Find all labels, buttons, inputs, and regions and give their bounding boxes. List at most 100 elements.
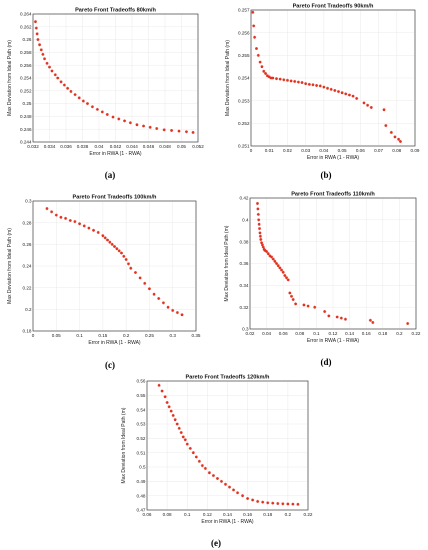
data-point xyxy=(38,43,42,47)
x-tick-label: 0.08 xyxy=(163,512,172,517)
data-point xyxy=(122,254,126,258)
x-tick-label: 0.04 xyxy=(95,144,104,149)
data-point xyxy=(113,245,116,248)
data-point xyxy=(351,94,355,98)
data-point xyxy=(254,47,258,51)
data-point xyxy=(389,130,393,134)
data-point xyxy=(45,61,49,65)
data-point xyxy=(289,79,293,83)
data-point xyxy=(126,262,130,266)
data-point xyxy=(262,69,266,73)
data-point xyxy=(290,294,293,298)
x-tick-label: 0.14 xyxy=(223,512,232,517)
data-point xyxy=(35,32,39,36)
data-point xyxy=(252,24,256,28)
plot-border xyxy=(32,200,197,332)
data-point xyxy=(293,79,297,83)
data-point xyxy=(33,20,37,24)
data-point xyxy=(161,301,165,305)
data-point xyxy=(258,234,262,238)
y-tick-label: 0.51 xyxy=(137,450,146,455)
data-point xyxy=(343,317,347,321)
y-tick-label: 0.18 xyxy=(23,329,32,334)
data-point xyxy=(82,224,86,228)
y-tick-label: 0.38 xyxy=(240,239,249,244)
chart-title: Pareto Front Tradeoffs 90km/h xyxy=(293,4,374,10)
data-point xyxy=(256,499,260,503)
chart-title: Pareto Front Tradeoffs 110km/h xyxy=(291,192,375,198)
data-point xyxy=(180,313,184,317)
data-point xyxy=(108,240,112,244)
chart-title: Pareto Front Tradeoffs 80km/h xyxy=(75,8,156,14)
data-point xyxy=(263,248,267,252)
y-tick-label: 0.251 xyxy=(238,144,250,149)
data-point xyxy=(261,245,265,249)
data-point xyxy=(278,77,282,81)
data-point xyxy=(123,119,127,123)
data-point xyxy=(232,488,236,492)
chart-panel-4: 0.02 0.04 0.06 0.08 0.1 0.12 0.14 0.16 0.18 0.2 0.… xyxy=(224,192,421,368)
data-point xyxy=(260,65,264,69)
data-point xyxy=(288,291,292,295)
data-point xyxy=(382,108,386,112)
x-tick-label: 0.02 xyxy=(246,331,255,336)
data-point xyxy=(173,418,177,422)
y-tick-label: 0.3 xyxy=(242,327,249,332)
y-tick-label: 0.264 xyxy=(20,12,32,17)
data-point xyxy=(165,401,169,404)
plot-border xyxy=(249,197,417,330)
data-point xyxy=(271,501,275,505)
data-point xyxy=(59,215,63,219)
data-point xyxy=(296,502,300,506)
data-point xyxy=(340,91,344,95)
data-point xyxy=(246,497,250,501)
data-point xyxy=(286,502,290,506)
data-point xyxy=(257,222,261,226)
x-tick-label: 0.06 xyxy=(356,148,365,153)
data-point xyxy=(177,426,181,430)
y-axis-label: Max Deviation from Ideal Path (m) xyxy=(224,225,230,301)
x-tick-label: 0.18 xyxy=(263,512,272,517)
y-tick-label: 0.252 xyxy=(238,121,250,126)
data-point xyxy=(100,110,104,114)
x-tick-label: 0.04 xyxy=(262,331,271,336)
data-point xyxy=(223,482,227,486)
y-tick-label: 0.5 xyxy=(139,465,146,470)
data-point xyxy=(203,466,207,470)
data-point xyxy=(50,69,54,73)
data-point xyxy=(169,409,173,413)
data-point xyxy=(95,107,99,111)
data-point xyxy=(152,292,156,296)
data-point xyxy=(258,227,262,231)
data-point xyxy=(211,474,215,478)
data-point xyxy=(265,74,269,78)
data-point xyxy=(85,102,89,106)
x-tick-label: 0.05 xyxy=(338,148,347,153)
x-tick-label: 0.2 xyxy=(123,333,130,338)
data-point xyxy=(228,485,232,489)
data-point xyxy=(267,75,271,79)
data-point xyxy=(251,10,255,14)
x-tick-label: 0.01 xyxy=(265,148,274,153)
data-point xyxy=(115,247,119,251)
x-tick-label: 0.1 xyxy=(313,331,320,336)
y-tick-label: 0.26 xyxy=(23,37,32,42)
data-point xyxy=(291,502,295,506)
data-point xyxy=(147,287,151,291)
plot-border xyxy=(250,9,416,147)
x-axis-label: Error in RWA (1 - RWA) xyxy=(307,155,360,161)
y-tick-label: 0.55 xyxy=(137,393,146,398)
y-tick-label: 0.25 xyxy=(23,101,32,106)
data-point xyxy=(256,207,260,211)
data-point xyxy=(167,405,171,409)
x-tick-label: 0.05 xyxy=(177,144,186,149)
data-point xyxy=(142,124,146,128)
x-axis-label: Error in RWA (1 - RWA) xyxy=(201,519,254,525)
data-point xyxy=(269,76,273,80)
data-point xyxy=(371,320,375,324)
data-point xyxy=(50,210,54,214)
y-tick-label: 0.254 xyxy=(238,76,250,81)
data-point xyxy=(296,80,300,84)
data-point xyxy=(264,71,268,75)
